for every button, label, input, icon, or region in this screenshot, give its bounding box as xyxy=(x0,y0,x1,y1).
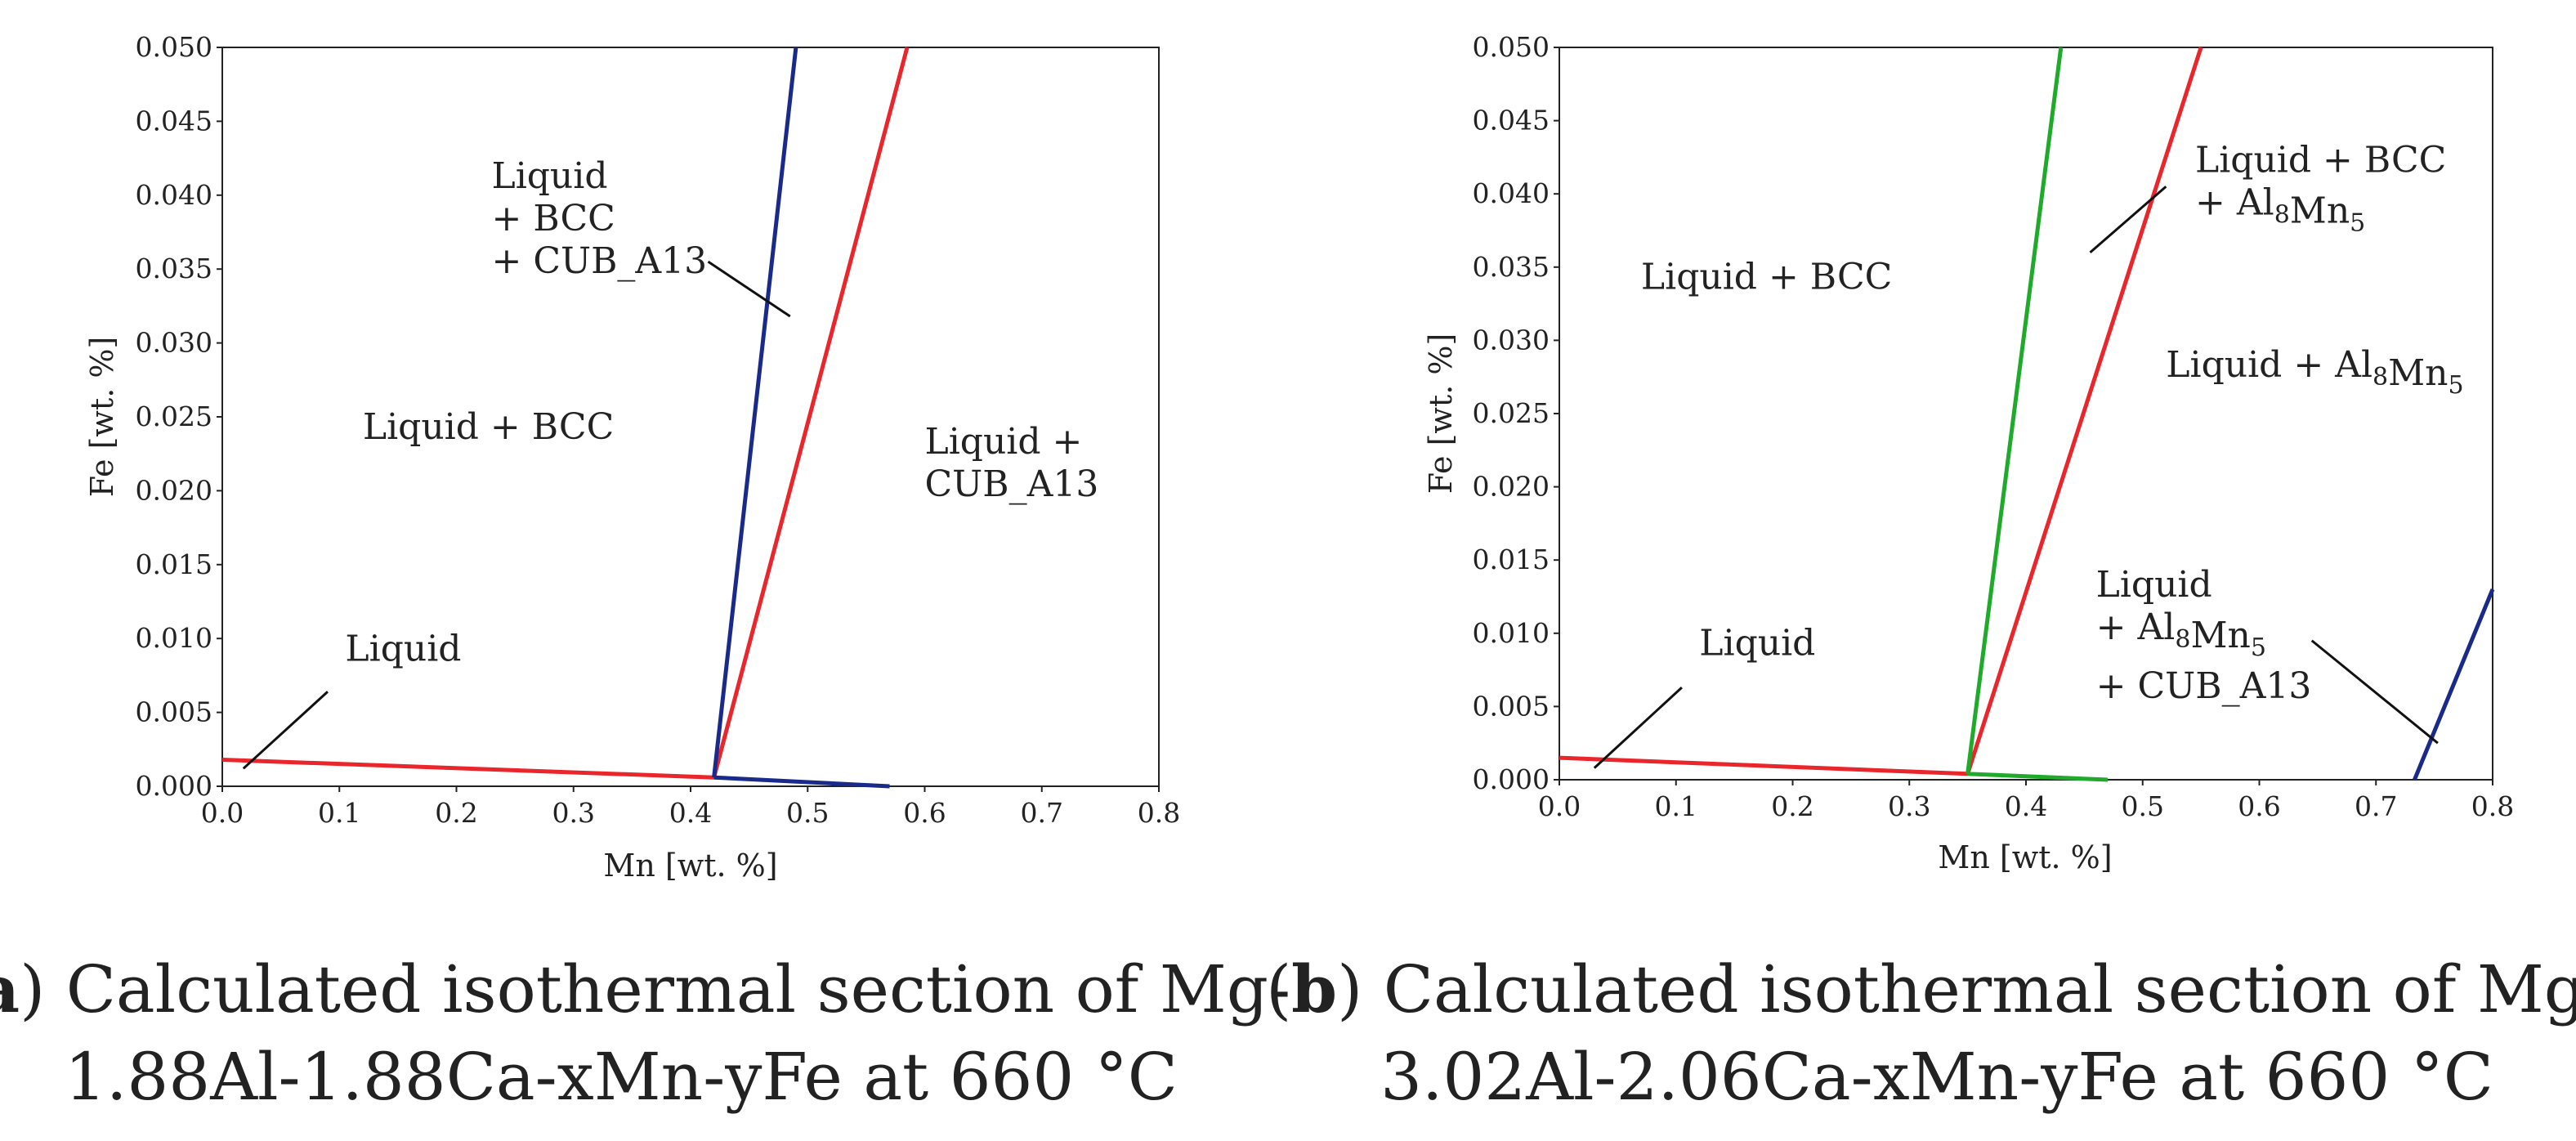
phase-boundary-line xyxy=(221,758,714,780)
x-tick-label: 0.7 xyxy=(2355,790,2397,822)
annotation-leader-line xyxy=(707,260,791,318)
region-label: Liquid + BCC + Al8Mn5 xyxy=(2195,139,2446,237)
annotations-a: Liquid Liquid + BCC Liquid + BCC + CUB_A13 Li… xyxy=(242,155,1099,770)
caption-a-line2: 1.88Al-1.88Ca-xMn-yFe at 660 °C xyxy=(65,1039,1178,1115)
y-tick-label: 0.040 xyxy=(136,179,212,211)
region-label: Liquid + BCC xyxy=(1641,257,1892,298)
y-tick-label: 0.015 xyxy=(1473,544,1550,575)
y-tick-label: 0.000 xyxy=(136,770,212,802)
x-tick-label: 0.6 xyxy=(903,797,946,829)
y-tick-label: 0.050 xyxy=(136,31,212,63)
region-label: Liquid + BCC xyxy=(363,406,614,448)
y-axis-label-a: Fe [wt. %] xyxy=(84,337,120,498)
y-tick-label: 0.015 xyxy=(136,548,212,580)
panel-a: Liquid Liquid + BCC Liquid + BCC + CUB_A13 Li… xyxy=(0,31,1290,1115)
y-tick-label: 0.035 xyxy=(1473,251,1550,283)
x-tick-label: 0.0 xyxy=(201,797,244,829)
x-tick-label: 0.0 xyxy=(1538,790,1581,822)
caption-b-line2: 3.02Al-2.06Ca-xMn-yFe at 660 °C xyxy=(1380,1039,2493,1115)
y-tick-label: 0.020 xyxy=(136,474,212,506)
caption-b-line1: Calculated isothermal section of Mg- xyxy=(1384,951,2576,1027)
region-label: Liquid + CUB_A13 xyxy=(925,421,1099,505)
x-axis-label-b: Mn [wt. %] xyxy=(1938,839,2112,875)
y-tick-label: 0.025 xyxy=(1473,397,1550,429)
phase-boundary-line xyxy=(2413,588,2495,781)
phase-boundary-line xyxy=(713,775,890,789)
plot-frame-a xyxy=(221,47,1160,787)
region-label: Liquid xyxy=(1699,623,1815,664)
annotations-b: Liquid Liquid + BCC Liquid + BCC + Al8Mn5 Li… xyxy=(1593,139,2464,769)
x-tick-label: 0.1 xyxy=(1655,790,1697,822)
y-ticks-a: 0.000 0.005 0.010 0.015 0.020 0.025 0.030 0.035… xyxy=(136,31,222,802)
x-tick-label: 0.4 xyxy=(669,797,712,829)
y-tick-label: 0.025 xyxy=(136,400,212,432)
y-tick-label: 0.035 xyxy=(136,253,212,284)
y-tick-label: 0.050 xyxy=(1473,31,1550,63)
caption-a: ( a) Calculated isothermal section of Mg- xyxy=(0,951,1290,1027)
caption-b-close-paren: ) xyxy=(1337,951,1384,1027)
x-tick-label: 0.2 xyxy=(435,797,477,829)
x-tick-label: 0.5 xyxy=(2122,790,2164,822)
y-tick-label: 0.005 xyxy=(136,696,212,728)
x-tick-label: 0.5 xyxy=(786,797,829,829)
caption-a-close-paren: ) xyxy=(20,951,66,1027)
panel-b: Liquid Liquid + BCC Liquid + BCC + Al8Mn5 Li… xyxy=(1266,31,2576,1115)
y-tick-label: 0.045 xyxy=(1473,105,1550,136)
y-tick-label: 0.030 xyxy=(136,327,212,359)
y-tick-label: 0.020 xyxy=(1473,471,1550,503)
series-a xyxy=(221,47,910,789)
annotation-leader-line xyxy=(2089,186,2167,254)
y-tick-label: 0.005 xyxy=(1473,690,1550,722)
phase-boundary-line xyxy=(1559,755,1968,776)
plot-frame-b xyxy=(1559,47,2493,781)
caption-a-label: a xyxy=(0,951,20,1027)
region-label: Liquid + Al8Mn5 xyxy=(2166,344,2463,400)
x-tick-label: 0.3 xyxy=(1888,790,1930,822)
phase-boundary-line xyxy=(1966,47,2203,775)
x-tick-label: 0.3 xyxy=(552,797,595,829)
x-tick-label: 0.8 xyxy=(2471,790,2514,822)
x-tick-label: 0.4 xyxy=(2005,790,2047,822)
y-tick-label: 0.010 xyxy=(136,622,212,654)
phase-boundary-line xyxy=(712,47,798,778)
phase-boundary-line xyxy=(1967,772,2109,782)
annotation-leader-line xyxy=(242,691,329,770)
x-tick-label: 0.2 xyxy=(1771,790,1813,822)
annotation-leader-line xyxy=(2310,639,2439,745)
y-axis-label-b: Fe [wt. %] xyxy=(1423,333,1459,494)
y-tick-label: 0.000 xyxy=(1473,763,1550,795)
x-ticks-b: 0.0 0.1 0.2 0.3 0.4 0.5 0.6 0.7 0.8 xyxy=(1538,780,2514,822)
series-b xyxy=(1559,47,2495,782)
x-tick-label: 0.7 xyxy=(1021,797,1063,829)
x-tick-label: 0.1 xyxy=(318,797,360,829)
y-ticks-b: 0.000 0.005 0.010 0.015 0.020 0.025 0.030 0.035… xyxy=(1473,31,1559,795)
y-tick-label: 0.045 xyxy=(136,105,212,136)
region-label: Liquid + BCC + CUB_A13 xyxy=(491,155,707,282)
caption-b-label: b xyxy=(1291,951,1337,1027)
region-label: Liquid + Al8Mn5 + CUB_A13 xyxy=(2096,564,2312,707)
phase-boundary-line xyxy=(712,47,910,778)
x-axis-label-a: Mn [wt. %] xyxy=(603,848,777,884)
region-label: Liquid xyxy=(345,628,461,669)
y-tick-label: 0.040 xyxy=(1473,177,1550,209)
caption-b-open-paren: ( xyxy=(1266,951,1291,1027)
y-tick-label: 0.030 xyxy=(1473,324,1550,356)
y-tick-label: 0.010 xyxy=(1473,617,1550,649)
x-tick-label: 0.6 xyxy=(2238,790,2280,822)
x-tick-label: 0.8 xyxy=(1138,797,1180,829)
x-ticks-a: 0.0 0.1 0.2 0.3 0.4 0.5 0.6 0.7 0.8 xyxy=(201,786,1180,829)
caption-a-line1: Calculated isothermal section of Mg- xyxy=(66,951,1290,1027)
caption-b: (b) Calculated isothermal section of Mg- xyxy=(1266,951,2576,1027)
phase-boundary-line xyxy=(1966,47,2064,775)
annotation-leader-line xyxy=(1593,687,1683,769)
